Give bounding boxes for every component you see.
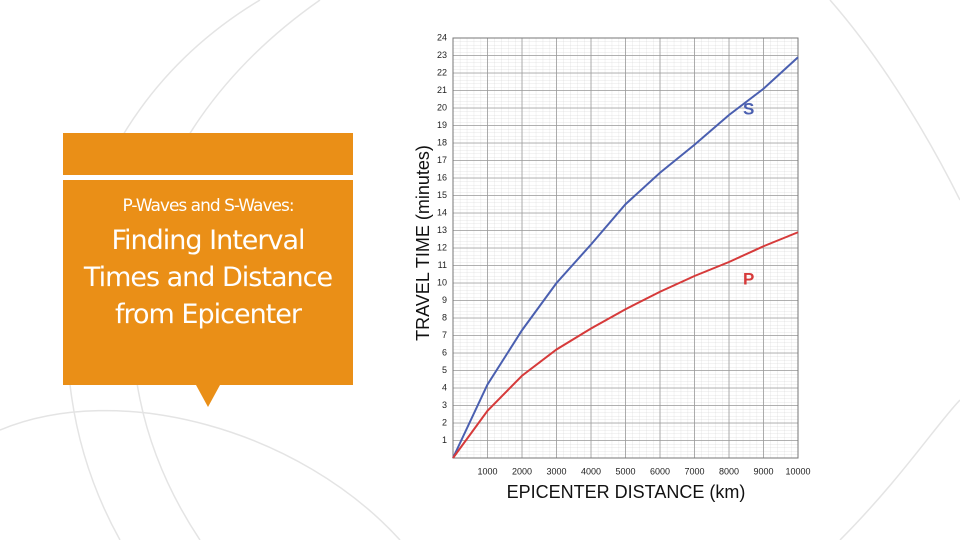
y-tick-label: 10 <box>437 277 447 287</box>
x-tick-label: 6000 <box>650 466 670 476</box>
y-tick-label: 1 <box>442 435 447 445</box>
y-tick-label: 3 <box>442 400 447 410</box>
y-tick-label: 16 <box>437 172 447 182</box>
slide-title: Finding Interval Times and Distance from… <box>83 225 333 330</box>
y-tick-label: 20 <box>437 102 447 112</box>
series-label: S <box>743 99 754 118</box>
y-tick-label: 19 <box>437 120 447 130</box>
y-tick-label: 21 <box>437 85 447 95</box>
x-tick-label: 8000 <box>719 466 739 476</box>
y-tick-label: 6 <box>442 347 447 357</box>
y-tick-label: 13 <box>437 225 447 235</box>
arc <box>829 0 960 201</box>
y-tick-label: 9 <box>442 295 447 305</box>
y-tick-label: 2 <box>442 417 447 427</box>
y-axis-label: TRAVEL TIME (minutes) <box>413 145 433 341</box>
y-tick-label: 14 <box>437 207 447 217</box>
y-tick-label: 5 <box>442 365 447 375</box>
x-tick-label: 2000 <box>512 466 532 476</box>
slide-subtitle: P-Waves and S-Waves: <box>122 196 294 216</box>
series-label: P <box>743 269 754 288</box>
series-line <box>452 231 799 459</box>
y-tick-label: 15 <box>437 190 447 200</box>
y-tick-label: 23 <box>437 50 447 60</box>
y-tick-label: 22 <box>437 67 447 77</box>
title-text: P-Waves and S-Waves: Finding Interval Ti… <box>80 196 336 333</box>
title-strip <box>63 175 353 180</box>
y-tick-label: 11 <box>438 260 447 270</box>
x-tick-label: 3000 <box>546 466 566 476</box>
title-pointer <box>196 385 220 407</box>
x-tick-label: 4000 <box>581 466 601 476</box>
plot-frame <box>452 37 799 459</box>
x-tick-label: 5000 <box>615 466 635 476</box>
series-line <box>452 56 799 459</box>
x-tick-label: 9000 <box>753 466 773 476</box>
x-tick-label: 7000 <box>684 466 704 476</box>
y-tick-label: 7 <box>442 330 447 340</box>
y-tick-label: 18 <box>437 137 447 147</box>
x-axis-label: EPICENTER DISTANCE (km) <box>507 482 746 502</box>
arc <box>0 409 401 540</box>
y-tick-label: 12 <box>437 242 447 252</box>
y-tick-label: 24 <box>437 32 447 42</box>
x-tick-label: 10000 <box>785 466 810 476</box>
y-tick-label: 4 <box>442 382 447 392</box>
x-tick-label: 1000 <box>477 466 497 476</box>
y-tick-label: 8 <box>442 312 447 322</box>
y-tick-label: 17 <box>437 155 447 165</box>
arc <box>839 399 960 540</box>
